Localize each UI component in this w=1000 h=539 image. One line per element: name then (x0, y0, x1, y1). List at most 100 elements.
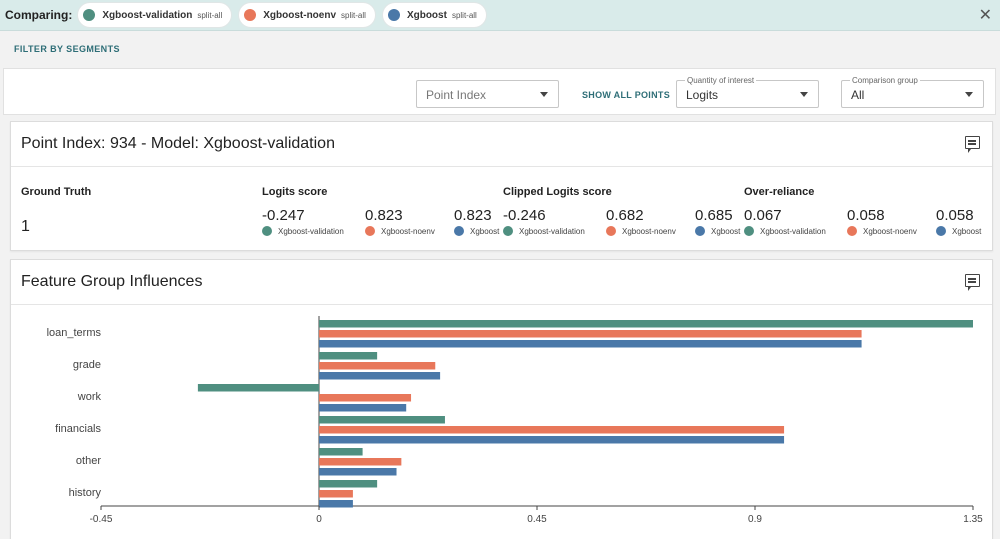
legend-dot (744, 226, 754, 236)
logits-score-title: Logits score (262, 186, 328, 198)
legend-item-xgboost: Xgboost (454, 226, 499, 236)
model-chip-name: Xgboost-noenv (263, 9, 337, 21)
bar-loan_terms-0 (319, 320, 973, 328)
model-chip-name: Xgboost-validation (102, 9, 193, 21)
category-label: financials (55, 423, 101, 435)
bar-loan_terms-2 (319, 340, 862, 348)
show-all-points-button[interactable]: SHOW ALL POINTS (582, 90, 671, 100)
ground-truth-metric: Ground Truth (21, 182, 91, 200)
legend-dot (262, 226, 272, 236)
bar-work-0 (197, 384, 319, 392)
legend-dot (936, 226, 946, 236)
model-chip-split: split-all (451, 10, 477, 20)
feature-influences-title: Feature Group Influences (21, 273, 203, 290)
legend-label: Xgboost (470, 226, 500, 236)
point-details-card: Point Index: 934 - Model: Xgboost-valida… (10, 121, 993, 251)
comparing-label: Comparing: (5, 8, 73, 22)
logits-score-value-validation: -0.247 (262, 207, 305, 224)
bar-financials-0 (319, 416, 445, 424)
model-chip-xgboost[interactable]: Xgboost split-all (382, 3, 486, 27)
ground-truth-label: Ground Truth (21, 186, 92, 198)
x-tick-label: -0.45 (90, 514, 113, 525)
comparison-group-label: Comparison group (850, 76, 920, 85)
point-index-select[interactable]: Point Index (416, 80, 559, 108)
bar-work-2 (319, 404, 407, 412)
comparing-bar: Comparing: Xgboost-validation split-all … (0, 0, 1000, 31)
legend-label: Xgboost (711, 226, 741, 236)
legend-item-xgboost: Xgboost (936, 226, 981, 236)
quantity-of-interest-select[interactable]: Quantity of interest Logits (676, 76, 819, 108)
legend-label: Xgboost-noenv (863, 226, 917, 236)
x-tick-label: 0.45 (527, 514, 547, 525)
over-reliance-value-xgboost: 0.058 (936, 207, 974, 224)
legend-item-noenv: Xgboost-noenv (606, 226, 676, 236)
legend-label: Xgboost-noenv (622, 226, 676, 236)
legend-item-validation: Xgboost-validation (503, 226, 585, 236)
legend-label: Xgboost-validation (519, 226, 585, 236)
clipped-logits-title: Clipped Logits score (503, 186, 612, 198)
filter-by-segments-link[interactable]: FILTER BY SEGMENTS (14, 44, 120, 54)
clipped-logits-metric: Clipped Logits score (503, 182, 612, 200)
over-reliance-value-validation: 0.067 (744, 207, 782, 224)
comment-icon[interactable] (965, 136, 980, 153)
model-chip-split: split-all (197, 10, 223, 20)
point-details-header: Point Index: 934 - Model: Xgboost-valida… (11, 122, 992, 167)
model-color-dot (83, 9, 96, 21)
model-chip-split: split-all (341, 10, 366, 20)
bar-history-0 (319, 480, 378, 488)
legend-dot (365, 226, 375, 236)
legend-label: Xgboost-validation (278, 226, 344, 236)
comparison-group-select[interactable]: Comparison group All (841, 76, 984, 108)
bar-grade-2 (319, 372, 441, 380)
legend-dot (503, 226, 513, 236)
legend-dot (606, 226, 616, 236)
bar-other-1 (319, 458, 402, 466)
clipped-logits-value-noenv: 0.682 (606, 207, 644, 224)
legend-item-validation: Xgboost-validation (744, 226, 826, 236)
model-color-dot (244, 9, 257, 21)
close-icon[interactable]: ✕ (978, 7, 992, 24)
ground-truth-value: 1 (21, 218, 30, 235)
model-chip-xgboost-validation[interactable]: Xgboost-validation split-all (78, 3, 232, 27)
bar-grade-0 (319, 352, 378, 360)
x-tick-label: 1.35 (963, 514, 983, 525)
bar-other-2 (319, 468, 397, 476)
over-reliance-value-noenv: 0.058 (847, 207, 885, 224)
comment-icon[interactable] (965, 274, 980, 291)
clipped-logits-value-xgboost: 0.685 (695, 207, 733, 224)
logits-score-value-noenv: 0.823 (365, 207, 403, 224)
category-label: loan_terms (47, 327, 102, 339)
category-label: work (77, 391, 102, 403)
x-tick-label: 0 (316, 514, 322, 525)
category-label: history (69, 487, 102, 499)
quantity-of-interest-value: Logits (686, 88, 719, 102)
chevron-down-icon (800, 92, 808, 97)
legend-item-noenv: Xgboost-noenv (847, 226, 917, 236)
logits-score-metric: Logits score (262, 182, 327, 200)
model-chip-xgboost-noenv[interactable]: Xgboost-noenv split-all (239, 3, 375, 27)
legend-label: Xgboost (952, 226, 982, 236)
over-reliance-metric: Over-reliance (744, 182, 814, 200)
bar-other-0 (319, 448, 363, 456)
legend-label: Xgboost-validation (760, 226, 826, 236)
comparison-group-value: All (851, 88, 865, 102)
category-label: grade (73, 359, 101, 371)
category-label: other (76, 455, 101, 467)
bar-grade-1 (319, 362, 436, 370)
controls-card: Point Index SHOW ALL POINTS Quantity of … (3, 68, 996, 115)
x-tick-label: 0.9 (748, 514, 762, 525)
quantity-of-interest-label: Quantity of interest (685, 76, 757, 85)
bar-loan_terms-1 (319, 330, 862, 338)
over-reliance-title: Over-reliance (744, 186, 815, 198)
bar-history-2 (319, 500, 353, 508)
model-color-dot (387, 9, 400, 21)
chevron-down-icon (540, 92, 548, 97)
model-chip-name: Xgboost (406, 9, 447, 21)
legend-item-noenv: Xgboost-noenv (365, 226, 435, 236)
legend-dot (454, 226, 464, 236)
chevron-down-icon (965, 92, 973, 97)
bar-financials-1 (319, 426, 785, 434)
feature-influences-header: Feature Group Influences (11, 260, 992, 305)
